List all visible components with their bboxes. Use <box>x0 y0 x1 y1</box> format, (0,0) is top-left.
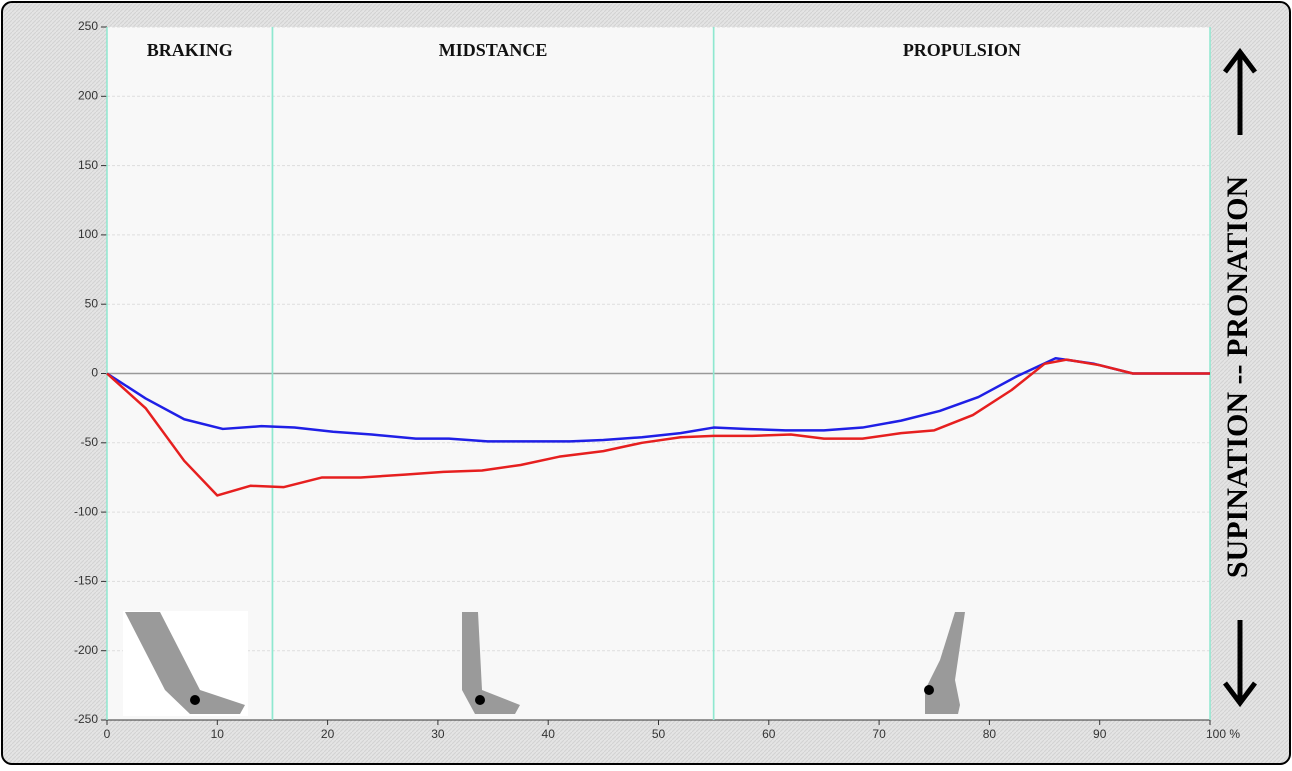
chart: -250 -200 -150 -100 -50 0 50 100 150 200 250 0 10 20 3… <box>0 0 1292 766</box>
x-tick-label: 10 <box>211 727 225 741</box>
y-tick-label: 250 <box>78 19 98 33</box>
phase-label: MIDSTANCE <box>439 40 548 60</box>
x-tick-label: 20 <box>321 727 335 741</box>
y-tick-label: -150 <box>74 574 98 588</box>
x-tick-label: 30 <box>431 727 445 741</box>
x-tick-label: 90 <box>1093 727 1107 741</box>
phase-label: PROPULSION <box>903 40 1021 60</box>
side-label: SUPINATION -- PRONATION <box>1221 176 1254 579</box>
y-tick-label: 150 <box>78 158 98 172</box>
y-tick-label: -200 <box>74 643 98 657</box>
x-tick-label: 50 <box>652 727 666 741</box>
x-tick-label: 70 <box>872 727 886 741</box>
y-tick-label: 50 <box>85 296 99 310</box>
x-tick-label: 0 <box>104 727 111 741</box>
phase-label: BRAKING <box>147 40 233 60</box>
y-tick-label: -50 <box>81 435 99 449</box>
y-tick-label: 0 <box>91 366 98 380</box>
x-tick-label: 80 <box>983 727 997 741</box>
x-tick-label: 40 <box>542 727 556 741</box>
y-tick-label: -250 <box>74 712 98 726</box>
y-tick-label: 200 <box>78 88 98 102</box>
y-tick-label: -100 <box>74 504 98 518</box>
y-tick-label: 100 <box>78 227 98 241</box>
x-tick-label: 60 <box>762 727 776 741</box>
x-tick-label: 100 % <box>1206 727 1240 741</box>
